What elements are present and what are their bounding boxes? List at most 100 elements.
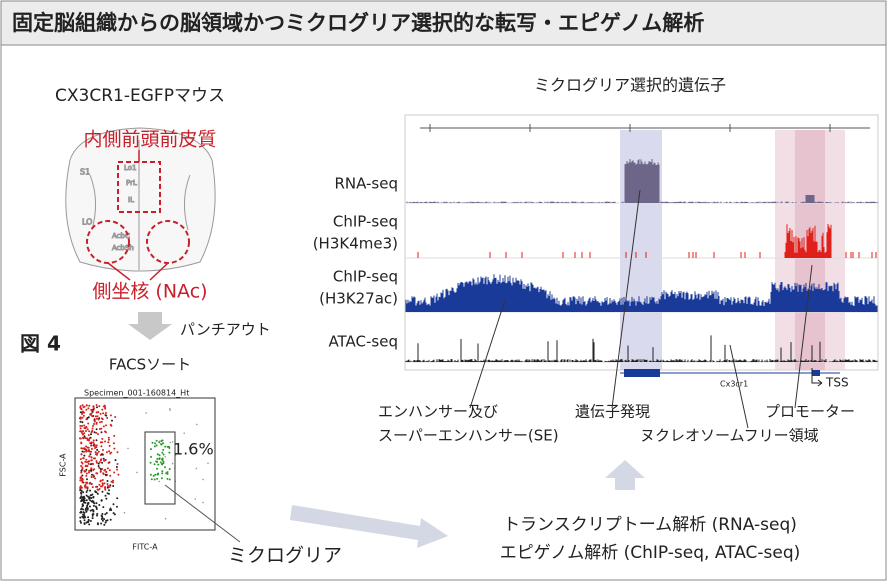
facs-dot [90,510,92,512]
facs-dot [92,463,94,465]
facs-dot [96,444,98,446]
facs-dot [104,441,106,443]
facs-dot [85,426,87,428]
facs-dot [161,470,163,472]
facs-dot [93,409,95,411]
facs-dot [98,465,100,467]
facs-dot [98,504,100,506]
tss-label: TSS [825,376,849,390]
facs-dot [169,442,171,444]
facs-dot [81,451,83,453]
facs-dot [100,458,102,460]
facs-dot [92,469,94,471]
facs-dot [169,479,171,481]
facs-dot [105,471,107,473]
facs-dot [92,428,94,430]
facs-dot [202,479,204,481]
facs-dot [82,481,84,483]
facs-dot [79,430,81,432]
facs-dot [95,451,97,453]
facs-dot [145,412,147,414]
facs-dot [113,472,115,474]
facs-dot [100,485,102,487]
facs-dot [110,508,112,510]
facs-dot [80,493,82,495]
microglia-label: ミクログリア [228,545,342,567]
facs-dot [105,495,107,497]
annotation: ヌクレオソームフリー領域 [640,427,819,445]
facs-dot [92,442,94,444]
facs-dot [80,470,82,472]
facs-dot [162,449,164,451]
gene-exon [812,370,820,376]
facs-x-axis: FITC-A [132,543,158,552]
facs-dot [88,440,90,442]
facs-dot [103,405,105,407]
facs-dot [124,512,126,514]
facs-dot [87,516,89,518]
facs-dot [183,432,185,434]
facs-dot [88,434,90,436]
facs-dot [164,456,166,458]
facs-dot [161,472,163,474]
track-label: ChIP-seq [333,268,398,286]
svg-text:Lo1: Lo1 [124,164,137,172]
facs-dot [108,437,110,439]
facs-dot [83,470,85,472]
facs-dot [156,461,158,463]
facs-dot [93,457,95,459]
facs-dot [127,448,129,450]
facs-dot [152,442,154,444]
facs-dot [103,425,105,427]
facs-dot [82,463,84,465]
annotation: プロモーター [765,403,855,421]
facs-dot [105,412,107,414]
facs-dot [79,407,81,409]
facs-dot [90,520,92,522]
facs-dot [94,477,96,479]
facs-dot [101,453,103,455]
facs-dot [159,440,161,442]
facs-dot [106,417,108,419]
facs-dot [90,463,92,465]
facs-dot [151,478,153,480]
facs-dot [109,475,111,477]
facs-dot [101,462,103,464]
facs-dot [93,501,95,503]
facs-dot [105,431,107,433]
facs-dot [161,458,163,460]
facs-dot [82,479,84,481]
facs-dot [85,437,87,439]
facs-dot [107,441,109,443]
facs-dot [85,475,87,477]
facs-dot [82,437,84,439]
facs-dot [83,457,85,459]
facs-dot [93,439,95,441]
gate-percent: 1.6% [173,440,214,459]
facs-dot [88,460,90,462]
facs-dot [104,489,106,491]
facs-dot [87,428,89,430]
track-label: ATAC-seq [328,333,398,351]
facs-dot [80,453,82,455]
facs-dot [90,467,92,469]
facs-dot [79,517,81,519]
facs-dot [84,435,86,437]
facs-dot [91,459,93,461]
facs-dot [96,423,98,425]
facs-dot [83,517,85,519]
facs-dot [84,448,86,450]
facs-dot [110,452,112,454]
facs-dot [87,509,89,511]
facs-dot [88,455,90,457]
facs-dot [82,411,84,413]
facs-dot [105,474,107,476]
facs-dot [96,502,98,504]
panel-title: ミクログリア選択的遺伝子 [534,76,726,95]
facs-dot [159,454,161,456]
facs-dot [95,491,97,493]
facs-dot [92,517,94,519]
track-label: (H3K27ac) [319,290,398,308]
facs-dot [80,476,82,478]
facs-dot [105,522,107,524]
